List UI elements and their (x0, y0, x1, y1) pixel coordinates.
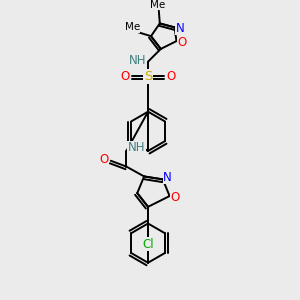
Text: N: N (163, 171, 172, 184)
Text: O: O (171, 190, 180, 203)
Text: NH: NH (128, 142, 145, 154)
Text: O: O (166, 70, 175, 83)
Text: O: O (178, 36, 187, 49)
Text: O: O (99, 153, 109, 166)
Text: N: N (176, 22, 185, 35)
Text: O: O (121, 70, 130, 83)
Text: S: S (144, 70, 152, 83)
Text: NH: NH (128, 54, 146, 67)
Text: Cl: Cl (142, 238, 154, 250)
Text: Me: Me (150, 0, 166, 10)
Text: Me: Me (125, 22, 140, 32)
